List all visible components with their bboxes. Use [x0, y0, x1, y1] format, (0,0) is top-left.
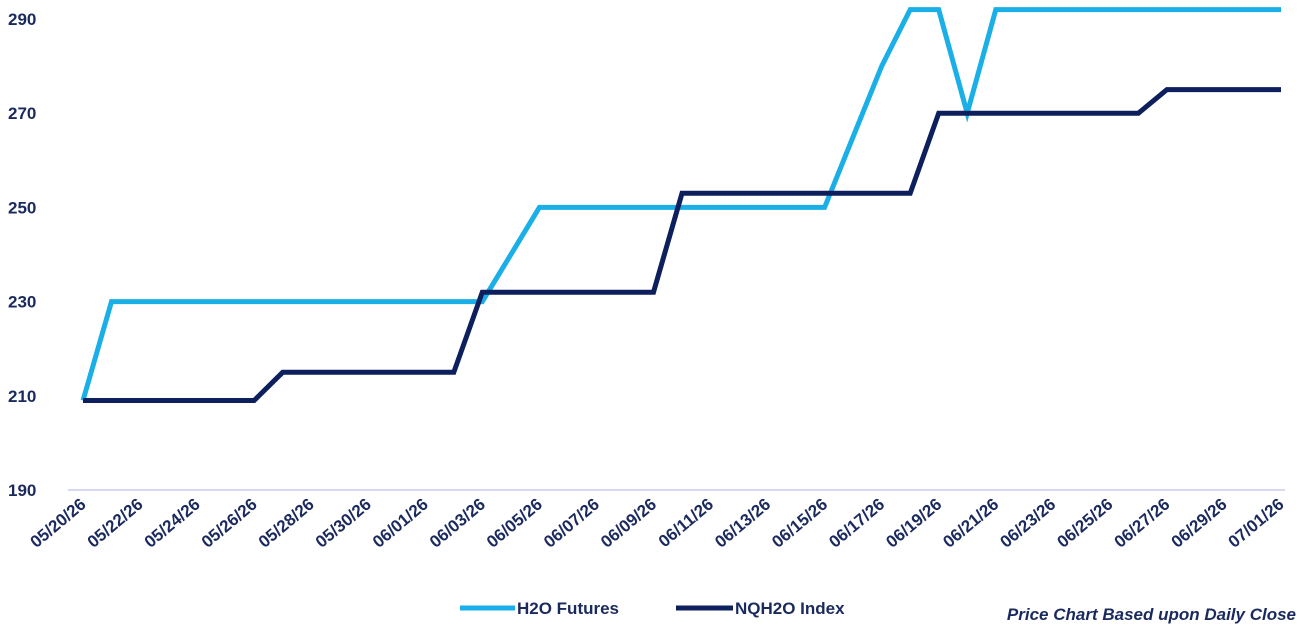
- x-tick-label: 06/11/26: [655, 495, 717, 551]
- x-tick-label: 07/01/26: [1225, 495, 1288, 552]
- x-tick-label: 05/30/26: [312, 495, 375, 552]
- x-tick-label: 06/15/26: [768, 495, 831, 552]
- y-tick-label: 190: [8, 481, 36, 500]
- legend-label-nqh2o-index: NQH2O Index: [735, 599, 845, 618]
- x-tick-label: 05/20/26: [27, 495, 90, 552]
- legend: H2O Futures NQH2O Index: [460, 599, 845, 618]
- y-tick-label: 290: [8, 10, 36, 29]
- x-axis-ticks: 05/20/2605/22/2605/24/2605/26/2605/28/26…: [27, 495, 1288, 552]
- y-tick-label: 210: [8, 387, 36, 406]
- legend-label-h2o-futures: H2O Futures: [517, 599, 619, 618]
- x-tick-label: 06/25/26: [1054, 495, 1117, 552]
- x-tick-label: 06/19/26: [882, 495, 945, 552]
- x-tick-label: 05/26/26: [198, 495, 261, 552]
- y-tick-label: 250: [8, 198, 36, 217]
- y-tick-label: 270: [8, 104, 36, 123]
- x-tick-label: 06/09/26: [597, 495, 660, 552]
- series-line-h2o-futures: [80, 7, 1281, 402]
- x-tick-label: 06/01/26: [369, 495, 432, 552]
- x-tick-label: 06/03/26: [426, 495, 489, 552]
- x-tick-label: 06/21/26: [939, 495, 1002, 552]
- x-tick-label: 05/22/26: [84, 495, 147, 552]
- x-tick-label: 06/13/26: [711, 495, 774, 552]
- x-tick-label: 05/28/26: [255, 495, 318, 552]
- chart-note: Price Chart Based upon Daily Close: [1007, 605, 1296, 624]
- x-tick-label: 06/05/26: [483, 495, 546, 552]
- x-tick-label: 06/29/26: [1168, 495, 1231, 552]
- x-tick-label: 06/07/26: [540, 495, 603, 552]
- x-tick-label: 05/24/26: [141, 495, 204, 552]
- y-axis-ticks: 190 210 230 250 270 290: [8, 10, 36, 500]
- x-tick-label: 06/23/26: [996, 495, 1059, 552]
- series-lines: [80, 7, 1281, 403]
- y-tick-label: 230: [8, 293, 36, 312]
- series-line-nqh2o-index: [83, 87, 1281, 403]
- x-tick-label: 06/27/26: [1111, 495, 1174, 552]
- x-tick-label: 06/17/26: [825, 495, 888, 552]
